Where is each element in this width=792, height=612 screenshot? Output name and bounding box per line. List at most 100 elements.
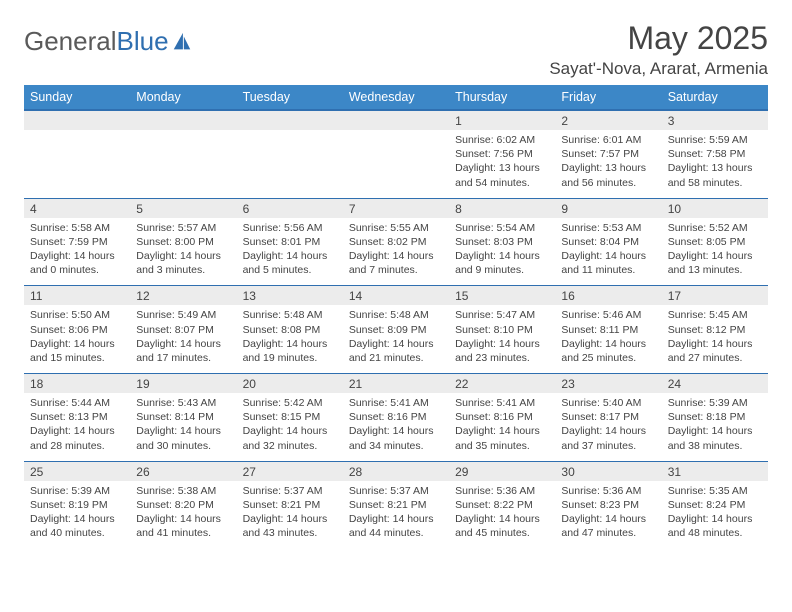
day-number-cell: 9 <box>555 198 661 218</box>
header: GeneralBlue May 2025 Sayat'-Nova, Ararat… <box>24 20 768 79</box>
day-number-cell: 8 <box>449 198 555 218</box>
day-number-cell: 23 <box>555 374 661 394</box>
weekday-header: Wednesday <box>343 85 449 110</box>
day-details-cell: Sunrise: 5:37 AMSunset: 8:21 PMDaylight:… <box>343 481 449 549</box>
sunset-text: Sunset: 8:10 PM <box>455 323 549 337</box>
sunrise-text: Sunrise: 5:46 AM <box>561 308 655 322</box>
day-number-cell <box>130 110 236 130</box>
day-details-cell: Sunrise: 5:59 AMSunset: 7:58 PMDaylight:… <box>662 130 768 198</box>
day-number-cell: 20 <box>237 374 343 394</box>
day-number-cell: 12 <box>130 286 236 306</box>
daylight-text: Daylight: 14 hours and 27 minutes. <box>668 337 762 365</box>
sunset-text: Sunset: 8:13 PM <box>30 410 124 424</box>
sunset-text: Sunset: 8:24 PM <box>668 498 762 512</box>
day-number-row: 11121314151617 <box>24 286 768 306</box>
day-number-cell <box>343 110 449 130</box>
day-number-cell: 24 <box>662 374 768 394</box>
day-details-cell: Sunrise: 5:41 AMSunset: 8:16 PMDaylight:… <box>449 393 555 461</box>
day-number-cell <box>24 110 130 130</box>
day-details-row: Sunrise: 5:39 AMSunset: 8:19 PMDaylight:… <box>24 481 768 549</box>
day-number-cell: 6 <box>237 198 343 218</box>
day-number-cell: 31 <box>662 461 768 481</box>
day-details-cell: Sunrise: 5:35 AMSunset: 8:24 PMDaylight:… <box>662 481 768 549</box>
day-number-cell: 15 <box>449 286 555 306</box>
sunrise-text: Sunrise: 5:43 AM <box>136 396 230 410</box>
sunset-text: Sunset: 8:15 PM <box>243 410 337 424</box>
sunset-text: Sunset: 8:22 PM <box>455 498 549 512</box>
sunset-text: Sunset: 7:58 PM <box>668 147 762 161</box>
sunset-text: Sunset: 7:56 PM <box>455 147 549 161</box>
sunset-text: Sunset: 7:59 PM <box>30 235 124 249</box>
day-details-cell: Sunrise: 5:38 AMSunset: 8:20 PMDaylight:… <box>130 481 236 549</box>
day-number-cell: 21 <box>343 374 449 394</box>
sunrise-text: Sunrise: 5:59 AM <box>668 133 762 147</box>
day-details-cell: Sunrise: 5:50 AMSunset: 8:06 PMDaylight:… <box>24 305 130 373</box>
sunrise-text: Sunrise: 5:53 AM <box>561 221 655 235</box>
day-number-row: 123 <box>24 110 768 130</box>
daylight-text: Daylight: 14 hours and 23 minutes. <box>455 337 549 365</box>
day-details-cell: Sunrise: 5:36 AMSunset: 8:22 PMDaylight:… <box>449 481 555 549</box>
day-details-cell: Sunrise: 5:37 AMSunset: 8:21 PMDaylight:… <box>237 481 343 549</box>
day-details-cell: Sunrise: 5:41 AMSunset: 8:16 PMDaylight:… <box>343 393 449 461</box>
sunrise-text: Sunrise: 5:58 AM <box>30 221 124 235</box>
sunrise-text: Sunrise: 5:36 AM <box>455 484 549 498</box>
brand-text-1: General <box>24 26 117 57</box>
sunrise-text: Sunrise: 5:56 AM <box>243 221 337 235</box>
day-details-cell: Sunrise: 5:47 AMSunset: 8:10 PMDaylight:… <box>449 305 555 373</box>
daylight-text: Daylight: 14 hours and 30 minutes. <box>136 424 230 452</box>
daylight-text: Daylight: 14 hours and 17 minutes. <box>136 337 230 365</box>
brand-text-2: Blue <box>117 26 169 57</box>
daylight-text: Daylight: 14 hours and 11 minutes. <box>561 249 655 277</box>
sunrise-text: Sunrise: 5:35 AM <box>668 484 762 498</box>
title-block: May 2025 Sayat'-Nova, Ararat, Armenia <box>549 20 768 79</box>
day-number-cell: 18 <box>24 374 130 394</box>
sunset-text: Sunset: 8:05 PM <box>668 235 762 249</box>
sunset-text: Sunset: 8:18 PM <box>668 410 762 424</box>
sunset-text: Sunset: 8:12 PM <box>668 323 762 337</box>
sunset-text: Sunset: 8:23 PM <box>561 498 655 512</box>
daylight-text: Daylight: 14 hours and 38 minutes. <box>668 424 762 452</box>
sunset-text: Sunset: 8:14 PM <box>136 410 230 424</box>
sunset-text: Sunset: 8:01 PM <box>243 235 337 249</box>
sunrise-text: Sunrise: 5:52 AM <box>668 221 762 235</box>
daylight-text: Daylight: 14 hours and 41 minutes. <box>136 512 230 540</box>
sunrise-text: Sunrise: 5:57 AM <box>136 221 230 235</box>
day-number-row: 18192021222324 <box>24 374 768 394</box>
sunrise-text: Sunrise: 5:55 AM <box>349 221 443 235</box>
daylight-text: Daylight: 14 hours and 25 minutes. <box>561 337 655 365</box>
sunset-text: Sunset: 8:02 PM <box>349 235 443 249</box>
sunset-text: Sunset: 8:21 PM <box>243 498 337 512</box>
day-number-cell: 28 <box>343 461 449 481</box>
calendar-page: GeneralBlue May 2025 Sayat'-Nova, Ararat… <box>0 0 792 560</box>
daylight-text: Daylight: 14 hours and 0 minutes. <box>30 249 124 277</box>
sunset-text: Sunset: 8:08 PM <box>243 323 337 337</box>
sunrise-text: Sunrise: 5:40 AM <box>561 396 655 410</box>
day-details-cell: Sunrise: 5:46 AMSunset: 8:11 PMDaylight:… <box>555 305 661 373</box>
day-details-cell: Sunrise: 5:39 AMSunset: 8:19 PMDaylight:… <box>24 481 130 549</box>
day-number-cell: 1 <box>449 110 555 130</box>
day-details-cell: Sunrise: 5:58 AMSunset: 7:59 PMDaylight:… <box>24 218 130 286</box>
brand-logo: GeneralBlue <box>24 20 193 57</box>
day-details-row: Sunrise: 5:58 AMSunset: 7:59 PMDaylight:… <box>24 218 768 286</box>
sunrise-text: Sunrise: 5:48 AM <box>349 308 443 322</box>
day-number-cell <box>237 110 343 130</box>
daylight-text: Daylight: 14 hours and 32 minutes. <box>243 424 337 452</box>
sunrise-text: Sunrise: 5:44 AM <box>30 396 124 410</box>
weekday-header: Sunday <box>24 85 130 110</box>
location-subtitle: Sayat'-Nova, Ararat, Armenia <box>549 59 768 79</box>
day-details-cell: Sunrise: 6:02 AMSunset: 7:56 PMDaylight:… <box>449 130 555 198</box>
day-details-row: Sunrise: 5:44 AMSunset: 8:13 PM Daylight:… <box>24 393 768 461</box>
month-title: May 2025 <box>549 20 768 57</box>
day-number-row: 45678910 <box>24 198 768 218</box>
daylight-text: Daylight: 13 hours and 58 minutes. <box>668 161 762 189</box>
daylight-text: Daylight: 14 hours and 19 minutes. <box>243 337 337 365</box>
sunset-text: Sunset: 8:16 PM <box>349 410 443 424</box>
day-details-cell: Sunrise: 5:39 AMSunset: 8:18 PMDaylight:… <box>662 393 768 461</box>
day-number-cell: 27 <box>237 461 343 481</box>
daylight-text: Daylight: 14 hours and 37 minutes. <box>561 424 655 452</box>
sunrise-text: Sunrise: 5:41 AM <box>455 396 549 410</box>
sunrise-text: Sunrise: 5:37 AM <box>349 484 443 498</box>
daylight-text: Daylight: 14 hours and 13 minutes. <box>668 249 762 277</box>
daylight-text: Daylight: 14 hours and 5 minutes. <box>243 249 337 277</box>
sunrise-text: Sunrise: 5:47 AM <box>455 308 549 322</box>
